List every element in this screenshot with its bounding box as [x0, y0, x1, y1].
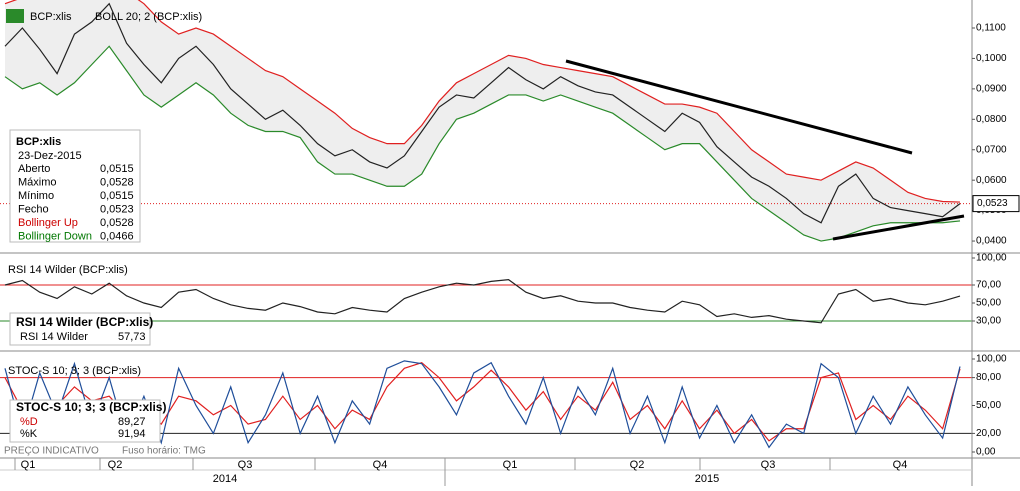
indicator[interactable]: BOLL 20; 2 (BCP:xlis) — [95, 11, 202, 23]
quarter-label: Q2 — [630, 459, 645, 471]
rsi-box — [9, 312, 151, 346]
info-value: 0,0515 — [100, 163, 134, 175]
info-value: 0,0528 — [100, 176, 134, 188]
info-label: Aberto — [18, 163, 50, 175]
info-title: BCP:xlis — [16, 136, 61, 148]
last-price-label: 0,0523 — [977, 198, 1008, 209]
panel — [0, 0, 972, 242]
trendline — [565, 59, 913, 155]
y-tick-label: 0,0600 — [976, 175, 1007, 186]
info-value: 0,0515 — [100, 190, 134, 202]
info-label: Mínimo — [18, 190, 54, 202]
quarter-label: Q2 — [108, 459, 123, 471]
box-title: RSI 14 Wilder (BCP:xlis) — [16, 315, 153, 329]
y-tick-label: 100,00 — [976, 354, 1007, 365]
footer-timezone: Fuso horário: TMG — [122, 446, 206, 457]
y-tick-label: 0,0700 — [976, 144, 1007, 155]
quarter-label: Q1 — [503, 459, 518, 471]
y-tick-label: 100,00 — [976, 253, 1007, 264]
y-tick-label: 20,00 — [976, 428, 1001, 439]
quarter-label: Q3 — [238, 459, 253, 471]
y-tick-label: 0,0800 — [976, 114, 1007, 125]
box-label: %K — [20, 428, 38, 440]
info-value: 0,0528 — [100, 217, 134, 229]
info-value: 0,0523 — [100, 203, 134, 215]
panel-title: STOC-S 10; 3; 3 (BCP:xlis) — [8, 365, 141, 377]
series-line — [4, 0, 961, 203]
series-line — [4, 45, 961, 242]
info-date: 23-Dez-2015 — [18, 150, 82, 162]
year-label: 2015 — [695, 473, 719, 485]
series-line — [4, 362, 961, 442]
panel — [0, 360, 972, 449]
panel — [0, 278, 972, 324]
quarter-label: Q1 — [21, 459, 36, 471]
y-tick-label: 80,00 — [976, 372, 1001, 383]
series-line — [4, 360, 961, 449]
info-box — [9, 129, 141, 243]
quarter-label: Q4 — [893, 459, 908, 471]
footer-note: PREÇO INDICATIVO — [4, 446, 99, 457]
info-label: Fecho — [18, 203, 49, 215]
series-line — [4, 278, 961, 324]
band-fill — [5, 0, 960, 242]
info-label: Bollinger Up — [18, 217, 78, 229]
stoch-box — [9, 399, 161, 443]
year-label: 2014 — [213, 473, 237, 485]
info-value: 0,0466 — [100, 230, 134, 242]
last-price-tag — [972, 195, 1020, 213]
box-label: %D — [20, 416, 38, 428]
info-label: Bollinger Down — [18, 230, 92, 242]
y-tick-label: 50,00 — [976, 298, 1001, 309]
y-tick-label: 0,1100 — [976, 23, 1006, 34]
symbol[interactable]: BCP:xlis — [30, 11, 72, 23]
box-value: 89,27 — [118, 416, 146, 428]
box-value: 57,73 — [118, 331, 146, 343]
info-label: Máximo — [18, 176, 57, 188]
symbol-icon[interactable] — [6, 9, 24, 23]
series-line — [4, 2, 961, 224]
panel-title: RSI 14 Wilder (BCP:xlis) — [8, 264, 128, 276]
y-tick-label: 0,1000 — [976, 53, 1007, 64]
y-tick-label: 0,00 — [976, 447, 996, 458]
y-tick-label: 30,00 — [976, 316, 1001, 327]
box-label: RSI 14 Wilder — [20, 331, 88, 343]
box-title: STOC-S 10; 3; 3 (BCP:xlis) — [16, 400, 166, 414]
y-tick-label: 0,0400 — [976, 236, 1007, 247]
y-tick-label: 50,00 — [976, 400, 1001, 411]
quarter-label: Q4 — [373, 459, 388, 471]
quarter-label: Q3 — [761, 459, 776, 471]
y-tick-label: 0,0900 — [976, 84, 1007, 95]
y-tick-label: 70,00 — [976, 280, 1001, 291]
box-value: 91,94 — [118, 428, 146, 440]
trendline — [832, 214, 965, 241]
